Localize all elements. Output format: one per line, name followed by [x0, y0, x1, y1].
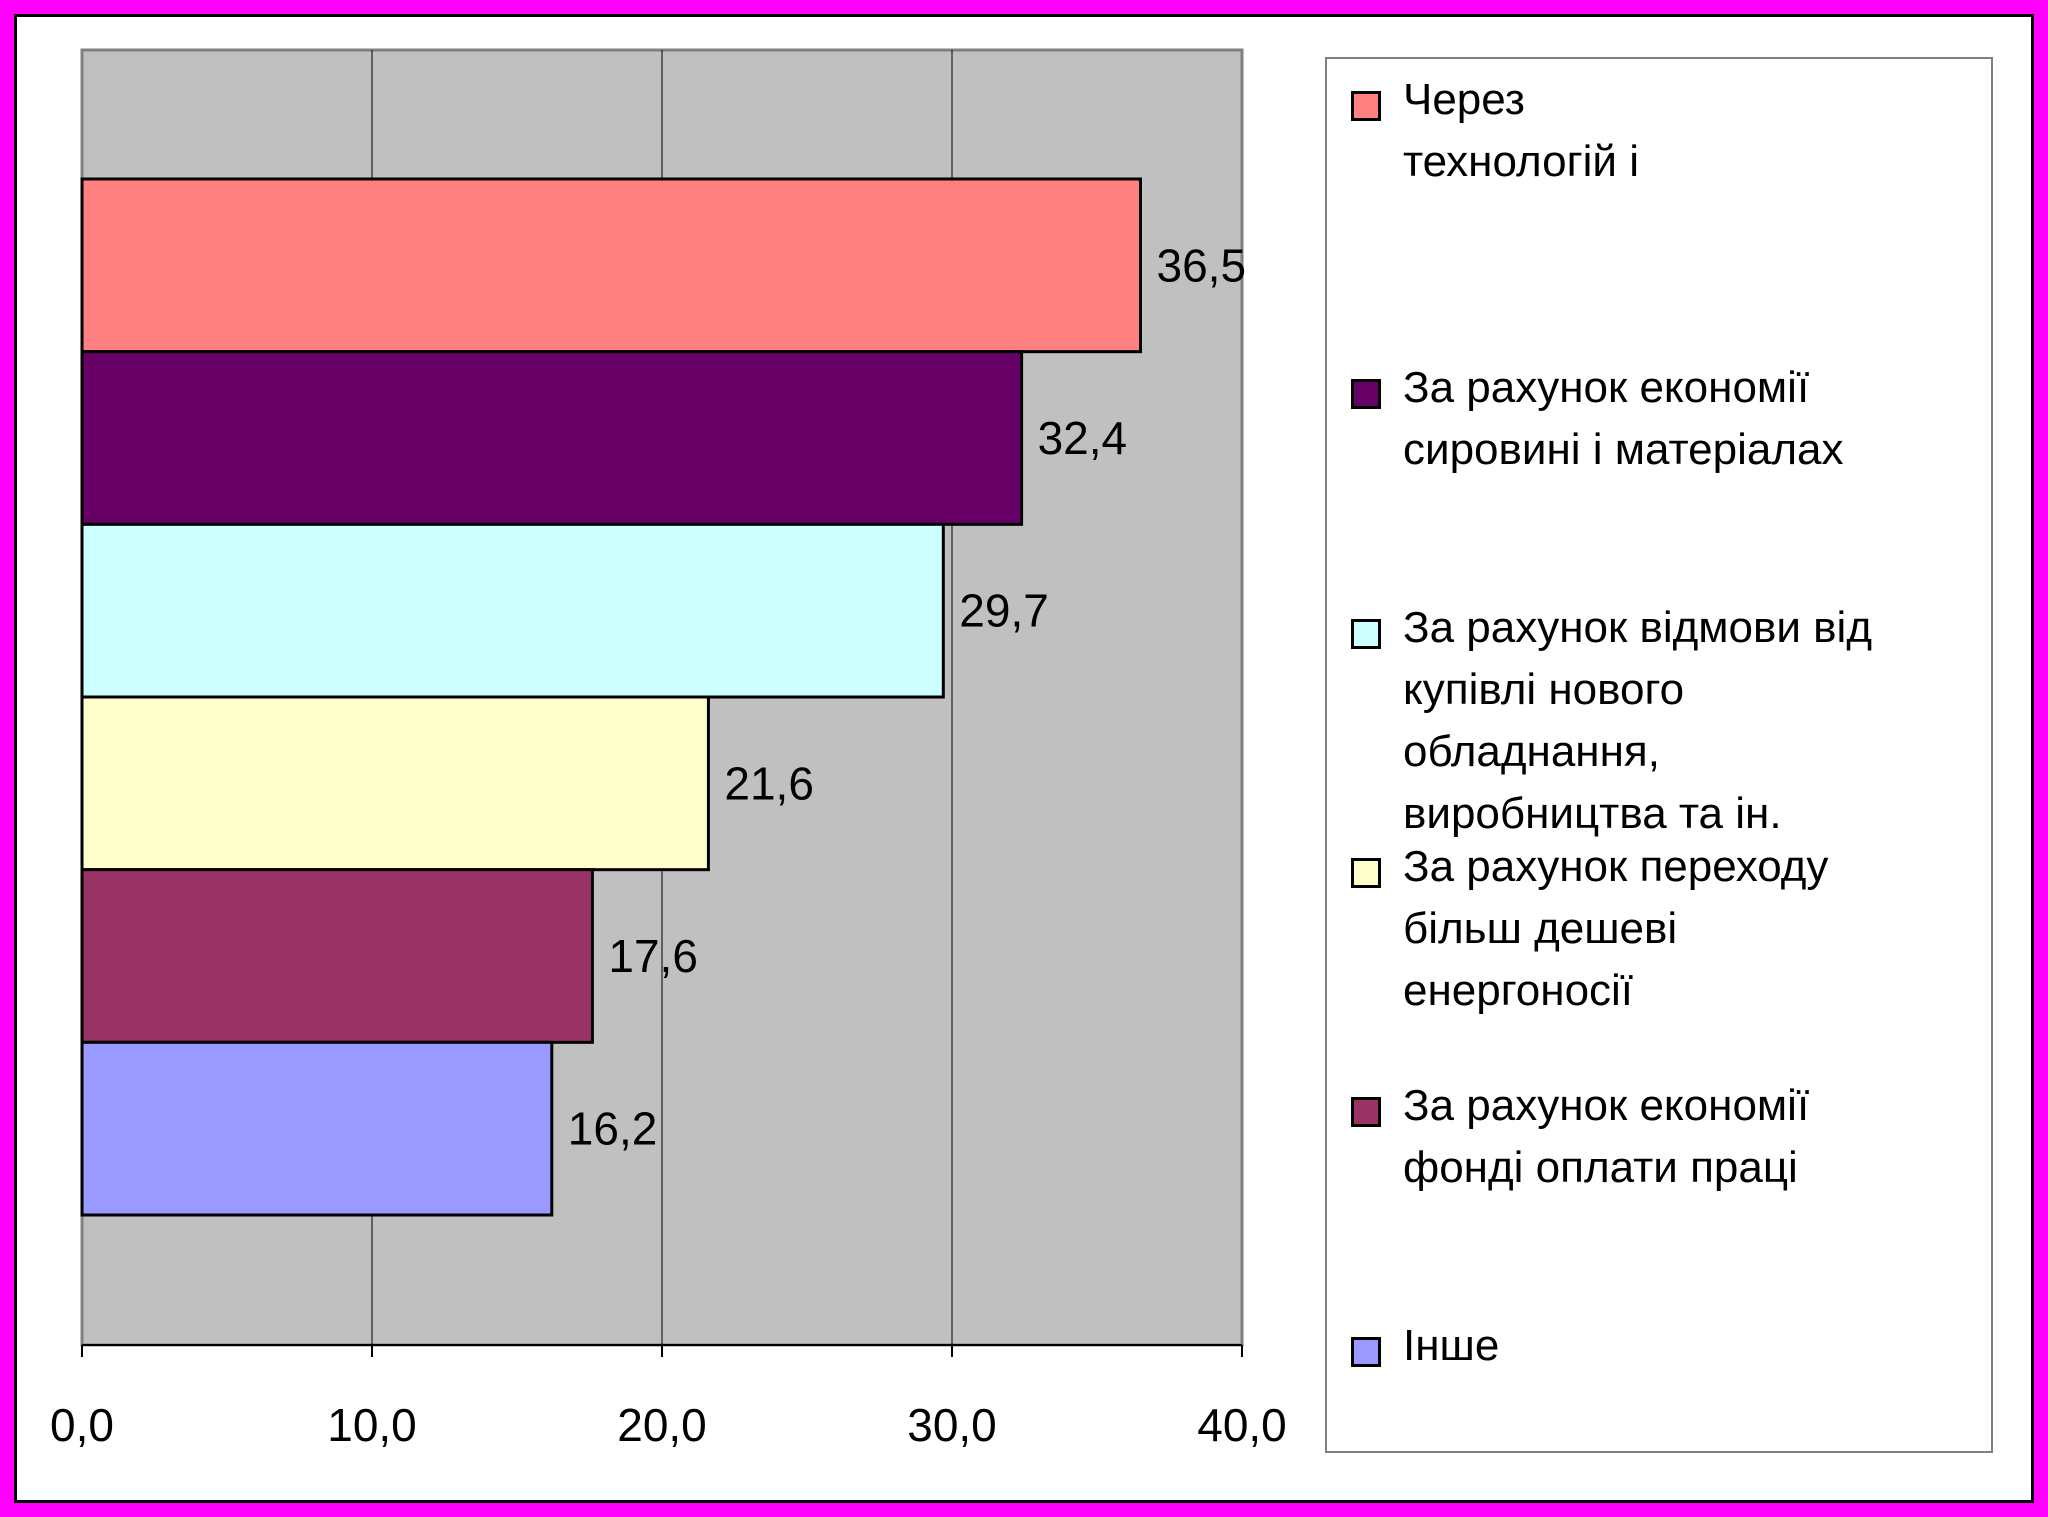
bar-value-label: 29,7 [959, 585, 1049, 637]
legend-swatch [1351, 379, 1381, 409]
legend-label: Інше [1403, 1321, 1500, 1370]
legend-label: За рахунок економії сировині і матеріала… [1403, 363, 1844, 474]
legend-label: За рахунок відмови від купівлі нового об… [1403, 603, 1873, 838]
legend-label: За рахунок переходу більш дешеві енергон… [1403, 842, 1829, 1015]
x-axis: 0,0 10,0 20,0 30,0 40,0 [50, 1344, 1287, 1451]
bar-value-label: 32,4 [1038, 412, 1128, 464]
value-labels: 36,5 32,4 29,7 21,6 17,6 16,2 [568, 239, 1246, 1154]
bar [80, 177, 1142, 354]
bar-value-label: 21,6 [724, 757, 814, 809]
bar [80, 695, 710, 872]
bar [80, 1040, 554, 1217]
bar-value-label: 16,2 [568, 1103, 658, 1155]
legend-swatch [1351, 1097, 1381, 1127]
slide-inner-border [14, 14, 2034, 1503]
x-tick-label: 10,0 [327, 1399, 417, 1451]
legend-swatch [1351, 858, 1381, 888]
bar-value-label: 17,6 [608, 930, 698, 982]
x-tick-label: 40,0 [1197, 1399, 1287, 1451]
legend-swatch [1351, 91, 1381, 121]
x-tick-label: 0,0 [50, 1399, 114, 1451]
legend: Через технологій і За рахунок економії с… [1325, 57, 1993, 1453]
bar-value-label: 36,5 [1157, 239, 1247, 291]
bars [80, 177, 1142, 1217]
bar [80, 522, 945, 699]
bar [80, 868, 594, 1044]
legend-label: Через технологій і [1403, 75, 1640, 186]
x-tick-label: 20,0 [617, 1399, 707, 1451]
legend-swatch [1351, 1337, 1381, 1367]
x-tick-label: 30,0 [907, 1399, 997, 1451]
bar [80, 350, 1024, 526]
legend-label: За рахунок економії фонді оплати праці [1403, 1081, 1810, 1192]
legend-swatch [1351, 619, 1381, 649]
